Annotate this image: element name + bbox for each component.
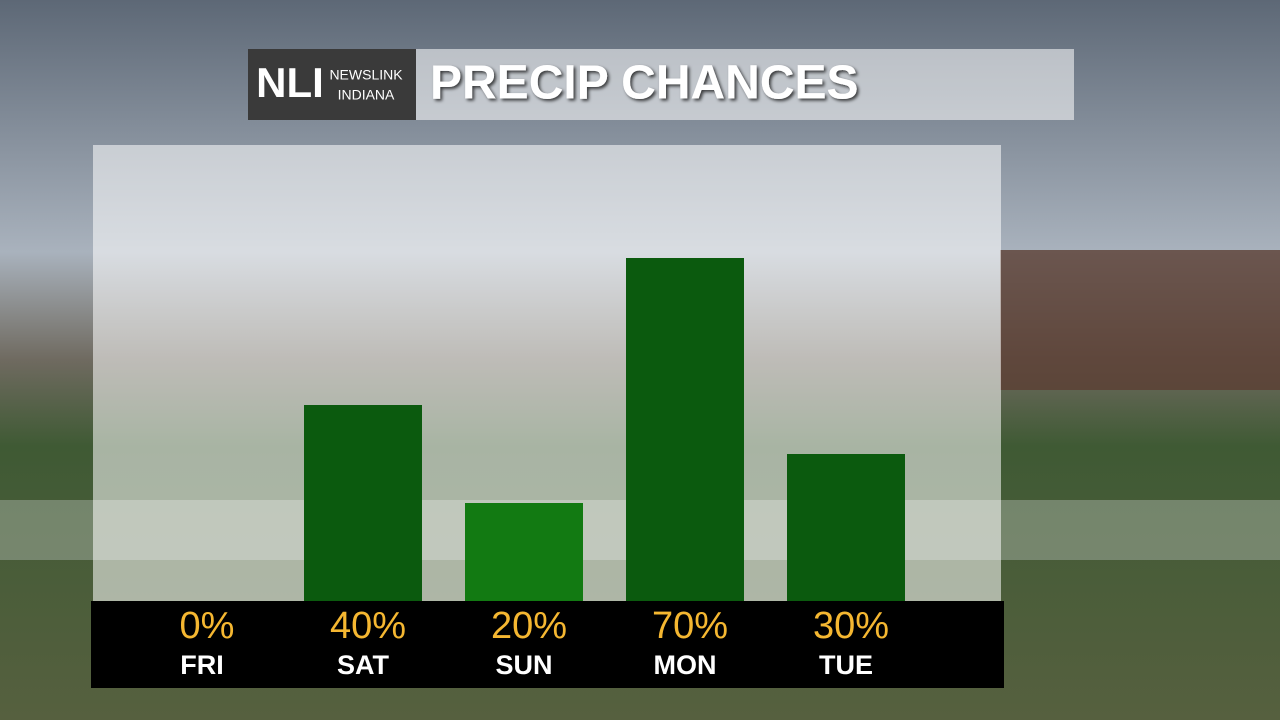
category-label: SAT — [337, 650, 390, 680]
logo-text: INDIANA — [338, 87, 395, 103]
value-label: 0% — [180, 605, 235, 647]
value-label: 40% — [330, 605, 406, 647]
bar — [787, 454, 905, 601]
value-label: 30% — [813, 605, 889, 647]
logo-text: NEWSLINK — [329, 67, 403, 83]
bar — [304, 405, 422, 601]
building — [1000, 250, 1280, 390]
label-band — [91, 601, 1004, 688]
bar — [626, 258, 744, 601]
logo-mark: NLI — [256, 59, 324, 106]
category-label: TUE — [819, 650, 873, 680]
logo-box — [248, 49, 416, 120]
value-label: 20% — [491, 605, 567, 647]
bar — [465, 503, 583, 601]
chart-title: PRECIP CHANCES — [430, 57, 859, 110]
category-label: FRI — [180, 650, 224, 680]
value-label: 70% — [652, 605, 728, 647]
category-label: SUN — [495, 650, 552, 680]
category-label: MON — [654, 650, 717, 680]
